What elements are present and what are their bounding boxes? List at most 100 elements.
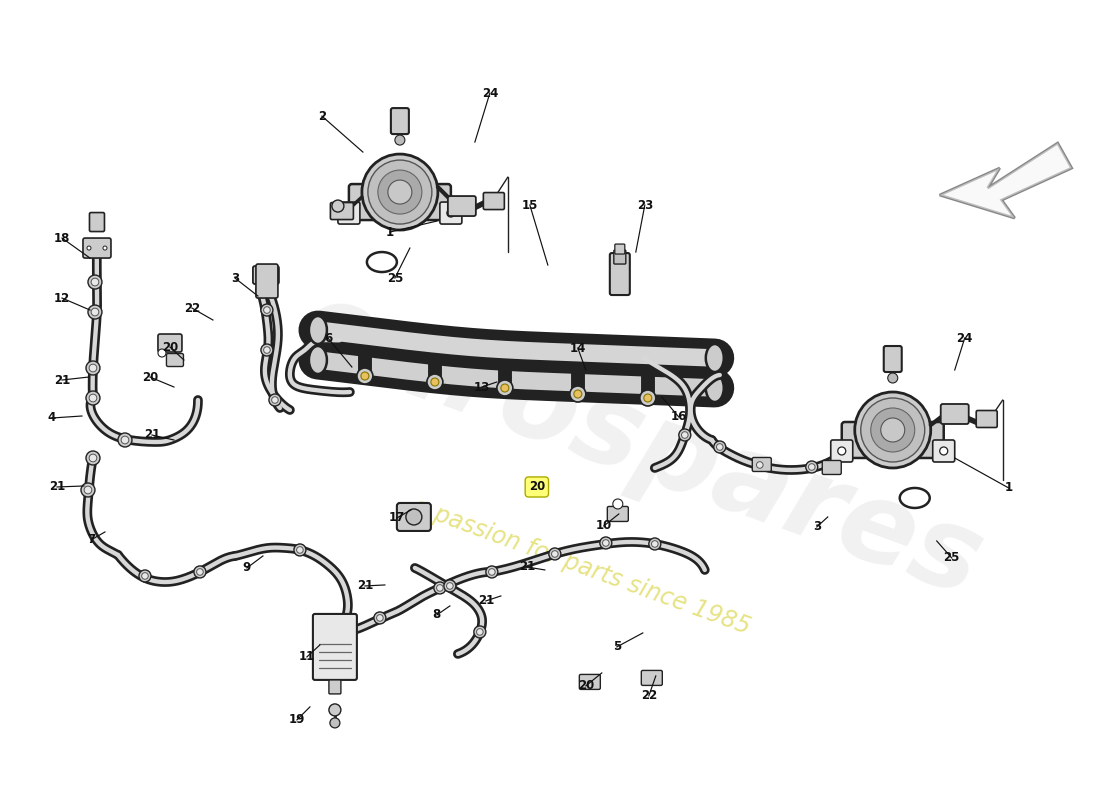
Circle shape [395,135,405,145]
Circle shape [855,392,931,468]
FancyBboxPatch shape [82,238,111,258]
Text: 21: 21 [48,481,65,494]
Text: 25: 25 [387,271,403,285]
Circle shape [497,380,513,396]
Circle shape [476,629,483,635]
Ellipse shape [309,346,327,374]
Circle shape [640,390,656,406]
Text: 1: 1 [1004,482,1013,494]
FancyBboxPatch shape [440,202,462,224]
FancyBboxPatch shape [158,334,182,352]
FancyBboxPatch shape [842,422,944,458]
Circle shape [378,170,422,214]
FancyBboxPatch shape [641,670,662,686]
Text: 19: 19 [288,714,305,726]
Circle shape [888,373,898,383]
Circle shape [447,209,455,217]
Circle shape [268,394,280,406]
Circle shape [264,346,271,354]
Circle shape [486,566,498,578]
Text: 12: 12 [54,291,70,305]
Circle shape [644,394,652,402]
Circle shape [474,626,486,638]
Text: 16: 16 [671,410,688,423]
Text: 24: 24 [482,86,498,99]
Text: 23: 23 [637,198,653,211]
Circle shape [716,444,723,450]
Circle shape [86,391,100,405]
Circle shape [860,398,925,462]
FancyBboxPatch shape [614,250,626,264]
Circle shape [294,544,306,556]
Circle shape [570,386,586,402]
Circle shape [651,541,658,547]
Circle shape [376,614,383,622]
FancyBboxPatch shape [329,680,341,694]
Circle shape [139,570,151,582]
Circle shape [91,308,99,316]
Circle shape [444,580,455,592]
Text: 18: 18 [54,231,70,245]
Text: 20: 20 [142,370,158,383]
Circle shape [374,612,386,624]
Text: 6: 6 [323,331,332,345]
FancyBboxPatch shape [580,674,601,690]
FancyBboxPatch shape [338,202,360,224]
Circle shape [367,160,432,224]
Circle shape [356,368,373,384]
Circle shape [714,441,726,453]
Circle shape [118,433,132,447]
FancyBboxPatch shape [253,266,279,284]
Text: eurospares: eurospares [283,270,997,620]
Circle shape [754,459,766,471]
Circle shape [88,275,102,289]
Circle shape [682,432,689,438]
Text: 21: 21 [54,374,70,386]
Text: 7: 7 [87,534,95,546]
Circle shape [89,364,97,372]
Circle shape [871,408,915,452]
Circle shape [838,447,846,455]
Ellipse shape [706,374,724,402]
Circle shape [433,582,446,594]
Circle shape [361,372,368,380]
Circle shape [757,462,763,468]
Circle shape [806,461,817,473]
Polygon shape [939,143,1071,218]
Text: 22: 22 [184,302,200,314]
Text: 8: 8 [432,609,441,622]
Circle shape [549,548,561,560]
Circle shape [362,154,438,230]
Circle shape [939,447,948,455]
Circle shape [600,537,612,549]
Circle shape [261,344,273,356]
Circle shape [881,418,904,442]
Circle shape [679,429,691,441]
Text: 17: 17 [388,511,405,525]
Circle shape [649,538,661,550]
Text: 24: 24 [957,331,972,345]
FancyBboxPatch shape [933,440,955,462]
Circle shape [158,349,166,357]
Text: 14: 14 [570,342,586,354]
Text: 21: 21 [519,561,535,574]
Text: 10: 10 [596,519,612,533]
Text: 3: 3 [231,271,239,285]
FancyBboxPatch shape [976,410,998,427]
Circle shape [121,436,129,444]
FancyBboxPatch shape [615,244,625,254]
Text: 25: 25 [944,551,960,565]
Circle shape [437,585,443,591]
FancyBboxPatch shape [752,458,771,471]
Circle shape [81,483,95,497]
Circle shape [500,384,509,392]
Ellipse shape [706,344,724,372]
Text: 21: 21 [477,594,494,607]
Circle shape [603,540,609,546]
FancyBboxPatch shape [256,264,278,298]
Circle shape [431,378,439,386]
FancyBboxPatch shape [349,184,451,220]
Text: 22: 22 [640,690,657,702]
Circle shape [89,454,97,462]
Circle shape [87,246,91,250]
